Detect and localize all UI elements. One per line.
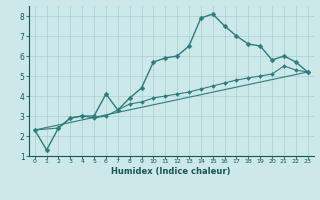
X-axis label: Humidex (Indice chaleur): Humidex (Indice chaleur) <box>111 167 231 176</box>
